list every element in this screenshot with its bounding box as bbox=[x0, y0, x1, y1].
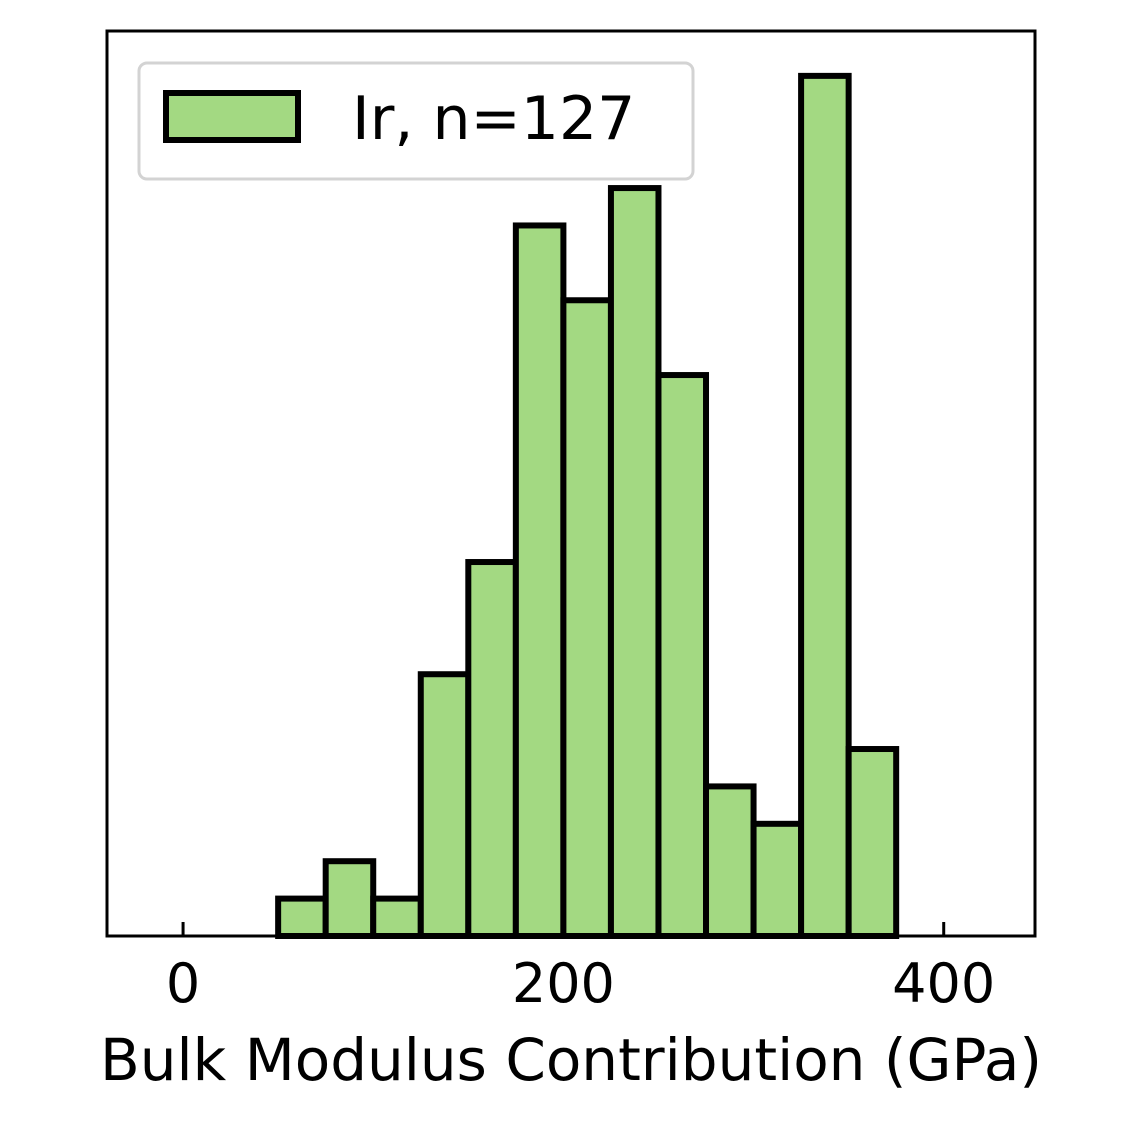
histogram-bar bbox=[370, 895, 424, 940]
legend: Ir, n=127 bbox=[137, 61, 695, 181]
histogram-bar bbox=[512, 222, 567, 939]
histogram-bar bbox=[703, 783, 757, 939]
histogram-bar bbox=[607, 185, 662, 940]
histogram-bar bbox=[465, 559, 519, 940]
x-axis-label: Bulk Modulus Contribution (GPa) bbox=[100, 1026, 1042, 1094]
histogram-bar bbox=[322, 858, 377, 939]
plot-frame bbox=[105, 29, 1037, 938]
x-tick-label: 0 bbox=[166, 952, 200, 1015]
x-tick-label: 400 bbox=[892, 952, 995, 1015]
histogram-bar bbox=[655, 372, 710, 940]
x-tick-label: 200 bbox=[512, 952, 615, 1015]
histogram-bar bbox=[417, 671, 472, 939]
legend-label-ir: Ir, n=127 bbox=[352, 84, 635, 154]
x-axis-ticks: 0 200 400 bbox=[166, 922, 995, 1015]
bars-group bbox=[275, 72, 900, 940]
histogram-bar bbox=[798, 72, 852, 939]
legend-swatch-ir bbox=[163, 90, 301, 143]
histogram-bar bbox=[750, 820, 805, 940]
histogram-bar bbox=[560, 297, 614, 939]
histogram-bar bbox=[845, 746, 900, 940]
histogram-bar bbox=[275, 895, 329, 940]
